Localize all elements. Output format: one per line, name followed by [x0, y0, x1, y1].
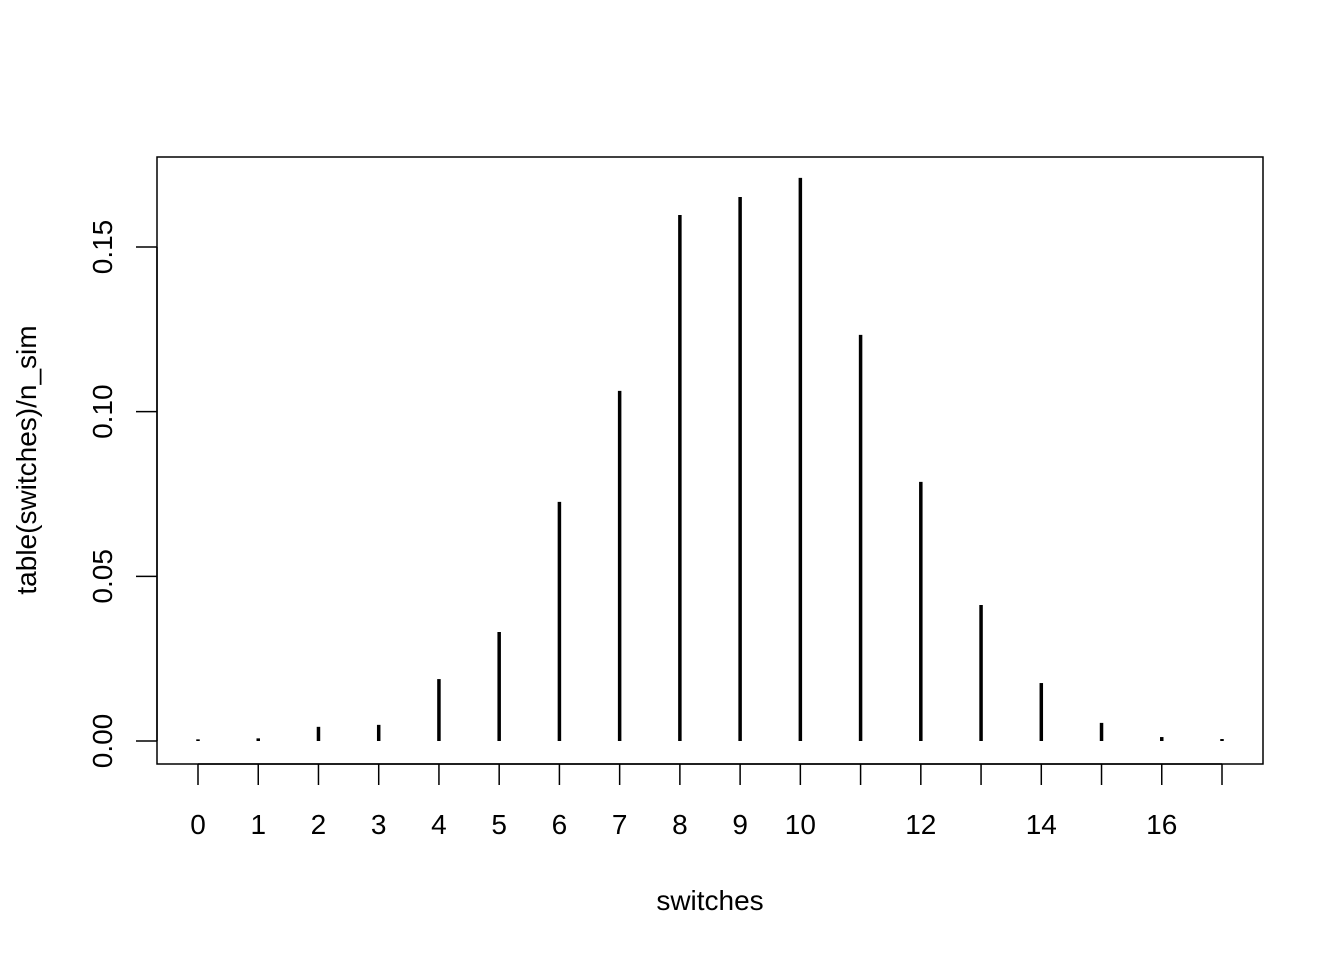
plot-frame: [156, 156, 1264, 765]
y-tick-label: 0.05: [87, 549, 118, 604]
x-tick-label: 10: [785, 809, 816, 840]
x-tick-label: 4: [431, 809, 447, 840]
y-tick-label: 0.10: [87, 384, 118, 439]
x-tick-label: 14: [1026, 809, 1057, 840]
x-axis-label: switches: [656, 885, 763, 916]
x-tick-label: 7: [612, 809, 628, 840]
y-tick-label: 0.15: [87, 220, 118, 275]
x-tick-label: 9: [732, 809, 748, 840]
x-tick-label: 8: [672, 809, 688, 840]
x-tick-label: 6: [552, 809, 568, 840]
x-tick-label: 3: [371, 809, 387, 840]
x-tick-label: 2: [311, 809, 327, 840]
y-tick-label: 0.00: [87, 714, 118, 769]
y-axis-label: table(switches)/n_sim: [11, 325, 42, 594]
x-tick-label: 16: [1146, 809, 1177, 840]
x-tick-label: 12: [905, 809, 936, 840]
x-tick-label: 1: [250, 809, 266, 840]
x-tick-label: 5: [491, 809, 507, 840]
x-tick-label: 0: [190, 809, 206, 840]
